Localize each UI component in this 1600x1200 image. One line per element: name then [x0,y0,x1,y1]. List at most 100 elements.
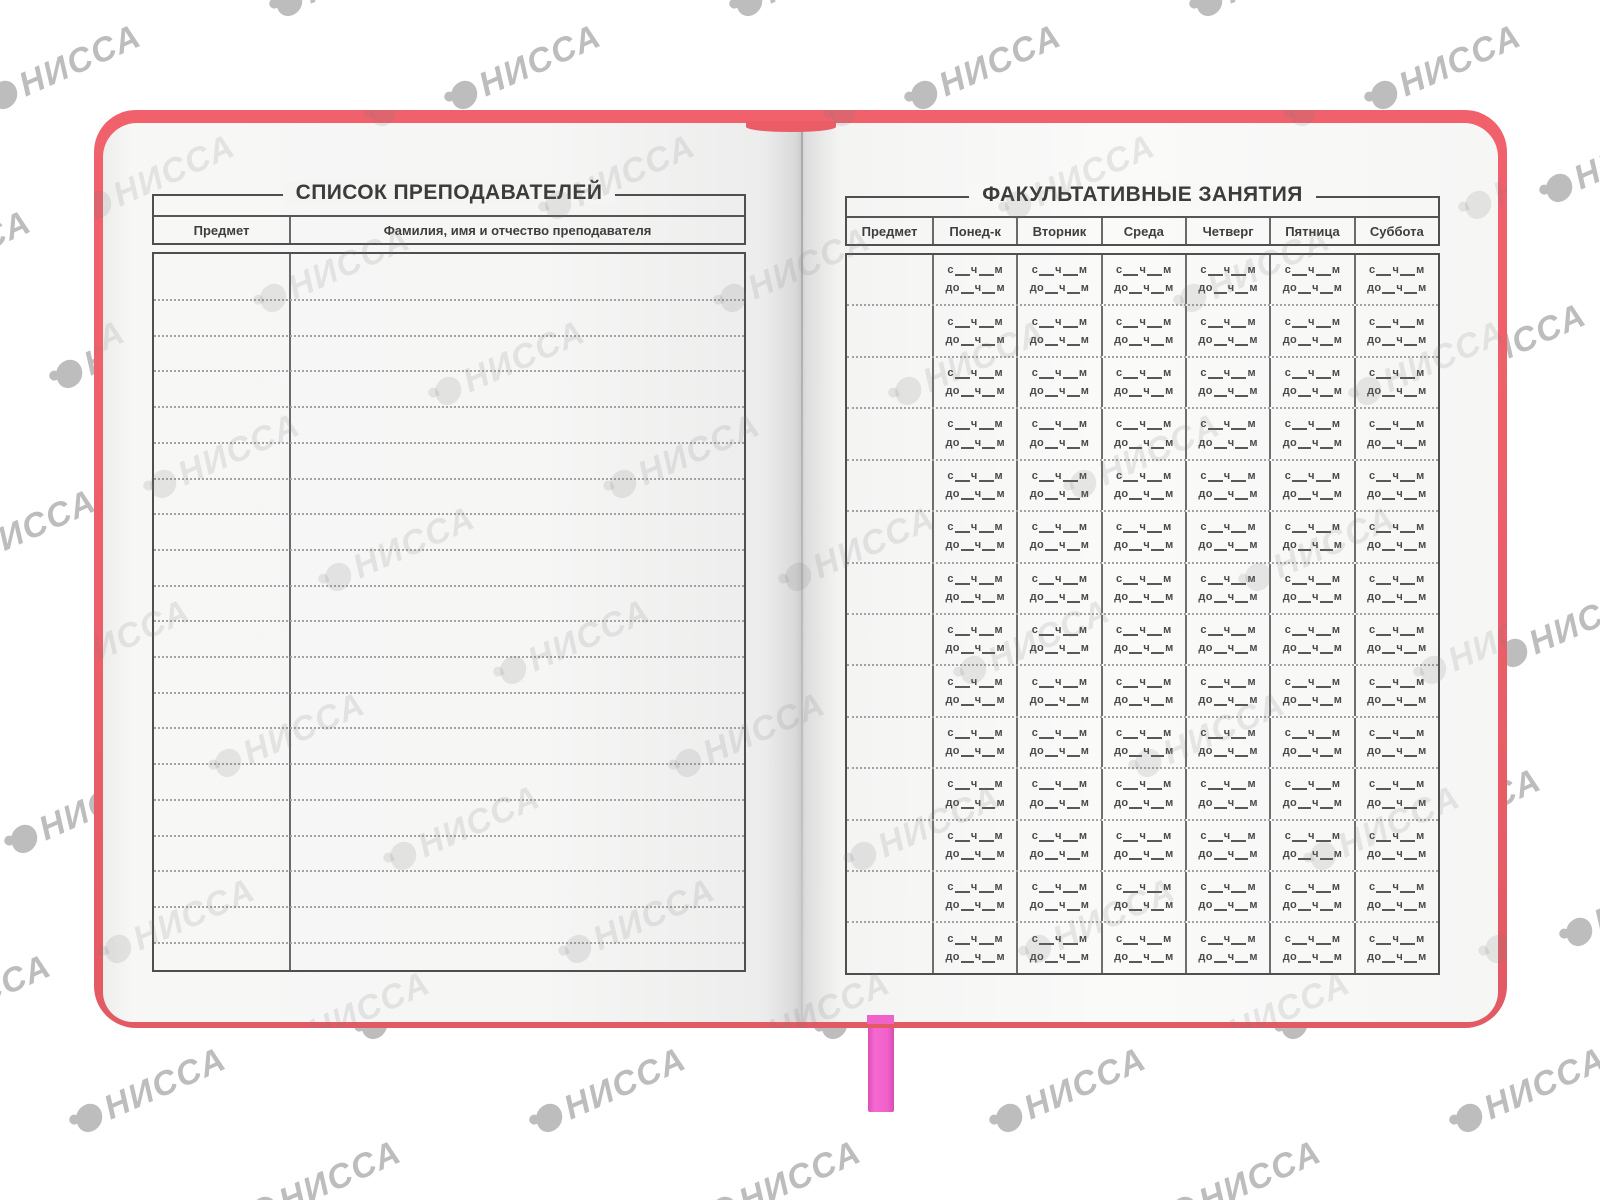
time-label: м [1247,932,1256,945]
time-label: до [1282,847,1298,860]
time-label: ч [1139,778,1147,791]
time-label: м [1249,385,1258,398]
header-col-saturday: Суббота [1353,218,1438,244]
time-label: ч [1312,642,1319,655]
blank-underline [1231,582,1247,585]
brand-watermark: НИССА [1018,871,1181,972]
time-to-line: до ч м [1198,848,1258,860]
brand-watermark: НИССА [383,778,546,879]
time-to-line: до ч м [1030,386,1089,398]
time-label: ч [1055,829,1062,842]
time-label: ч [1055,932,1062,945]
time-label: м [996,899,1005,912]
time-to-line: до ч м [1198,797,1258,809]
time-label: ч [1396,590,1404,603]
time-label: м [1247,264,1256,277]
nissa-flower-icon [706,1192,743,1200]
blank-underline [1235,600,1249,603]
time-label: м [1418,333,1427,346]
nissa-flower-icon [540,186,577,223]
time-label: м [1249,693,1258,706]
time-label: до [1282,539,1298,552]
time-cell: с ч м до ч м [1016,820,1100,871]
blank-underline [954,325,970,328]
time-label: ч [1139,264,1147,277]
time-label: ч [1143,642,1151,655]
time-label: ч [1396,899,1404,912]
ruled-line [154,941,744,944]
time-label: с [1369,726,1376,739]
time-label: до [1367,539,1382,552]
watermark-text: НИССА [1202,219,1336,308]
time-label: ч [1059,745,1066,758]
blank-underline [1045,857,1059,860]
time-label: до [1367,950,1382,963]
time-label: м [1418,693,1427,706]
blank-underline [1382,291,1396,295]
blank-underline [1213,394,1227,398]
bookmark-ribbon-root [867,1015,894,1024]
blank-underline [1062,787,1078,791]
blank-underline [982,446,996,449]
watermark-text: НИССА [347,498,481,587]
time-label: м [1163,264,1172,277]
blank-underline [1235,291,1249,295]
blank-underline [1298,446,1312,449]
time-label: до [1114,642,1129,655]
blank-underline [1292,736,1308,739]
time-label: с [1031,726,1039,739]
time-label: с [1369,366,1376,379]
blank-underline [1235,806,1249,809]
blank-underline [1066,960,1080,963]
nissa-flower-icon [780,558,817,595]
watermark-text: НИССА [107,126,241,215]
time-label: м [1078,932,1088,945]
time-label: ч [970,315,978,328]
time-label: м [1416,881,1425,894]
time-label: с [1284,726,1292,739]
time-to-line: до ч м [1030,797,1089,809]
blank-underline [1298,291,1312,295]
time-label: с [1369,418,1376,431]
blank-underline [1129,960,1143,963]
time-cell: с ч м до ч м [932,614,1016,665]
blank-underline [1129,446,1143,449]
time-to-line: до ч м [1283,900,1342,912]
time-label: м [996,950,1005,963]
time-cell: с ч м до ч м [1269,357,1353,408]
time-cell: с ч м до ч м [1353,614,1438,665]
blank-underline [1235,960,1249,963]
blank-underline [1292,633,1308,637]
time-label: ч [1396,642,1404,655]
time-label: м [1249,539,1258,552]
time-label: м [1249,745,1258,758]
blank-underline [1315,427,1331,431]
time-label: м [1165,487,1174,500]
watermark-text: НИССА [1377,312,1507,401]
blank-underline [954,890,970,894]
blank-underline [1231,685,1247,688]
time-label: до [1282,590,1298,603]
blank-underline [1123,685,1139,688]
brand-watermark: НИССА [1348,313,1507,414]
header-col-subject: Предмет [193,222,250,238]
brand-watermark: НИССА [318,499,481,600]
ruled-line [154,513,744,516]
brand-watermark: НИССА [363,110,526,135]
watermark-text: НИССА [392,110,526,122]
time-cell: с ч м до ч м [1016,512,1100,562]
watermark-text: НИССА [1218,0,1352,12]
brand-watermark: НИССА [1539,110,1600,211]
watermark-text: НИССА [733,1132,867,1200]
time-label: м [996,590,1005,603]
watermark-text: НИССА [758,0,892,12]
time-label: м [1416,778,1425,791]
time-label: м [1247,778,1256,791]
time-label: м [1078,624,1088,637]
time-label: м [1249,590,1258,603]
